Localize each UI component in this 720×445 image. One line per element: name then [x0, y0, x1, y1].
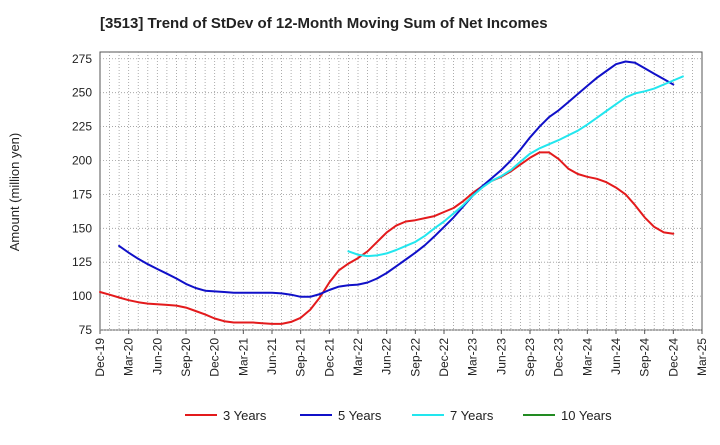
- y-tick-label: 100: [72, 289, 92, 303]
- x-tick-label: Dec-21: [322, 338, 336, 377]
- x-tick-label: Dec-24: [666, 338, 680, 377]
- chart-title: [3513] Trend of StDev of 12-Month Moving…: [100, 15, 548, 32]
- x-tick-label: Mar-21: [236, 338, 250, 376]
- y-tick-label: 225: [72, 120, 92, 134]
- x-tick-label: Jun-23: [494, 338, 508, 375]
- x-tick-label: Sep-22: [408, 338, 422, 377]
- legend-label-3-years: 3 Years: [223, 408, 267, 423]
- axis-layer: 75 100 125 150 175 200 225 250 275 Dec-19 Mar-20 Ju…: [72, 52, 709, 377]
- x-tick-label: Dec-22: [437, 338, 451, 377]
- x-tick-label: Jun-24: [609, 338, 623, 375]
- x-tick-label: Jun-21: [265, 338, 279, 375]
- y-axis-label: Amount (million yen): [7, 133, 22, 252]
- y-tick-label: 150: [72, 221, 92, 235]
- x-tick-label: Jun-20: [150, 338, 164, 375]
- legend: 3 Years 5 Years 7 Years 10 Years: [185, 408, 612, 423]
- x-tick-label: Dec-19: [93, 338, 107, 377]
- series-line-5-years: [118, 60, 675, 298]
- legend-label-7-years: 7 Years: [450, 408, 494, 423]
- legend-label-10-years: 10 Years: [561, 408, 612, 423]
- series-line-3-years: [99, 151, 675, 325]
- legend-label-5-years: 5 Years: [338, 408, 382, 423]
- x-tick-label: Mar-22: [351, 338, 365, 376]
- plot-area: [99, 51, 703, 331]
- x-tick-label: Mar-24: [580, 338, 594, 376]
- x-tick-label: Jun-22: [380, 338, 394, 375]
- x-tick-label: Sep-20: [179, 338, 193, 377]
- x-tick-label: Sep-24: [638, 338, 652, 377]
- y-tick-label: 200: [72, 153, 92, 167]
- y-tick-label: 175: [72, 187, 92, 201]
- x-tick-label: Dec-23: [552, 338, 566, 377]
- x-tick-label: Sep-23: [523, 338, 537, 377]
- x-tick-label: Sep-21: [294, 338, 308, 377]
- y-tick-label: 275: [72, 52, 92, 66]
- x-tick-label: Dec-20: [208, 338, 222, 377]
- y-tick-label: 250: [72, 86, 92, 100]
- y-tick-label: 125: [72, 255, 92, 269]
- series-line-7-years: [347, 75, 684, 258]
- x-tick-label: Mar-20: [122, 338, 136, 376]
- grid-layer: [99, 51, 703, 331]
- y-tick-label: 75: [79, 323, 93, 337]
- x-tick-label: Mar-23: [466, 338, 480, 376]
- x-tick-label: Mar-25: [695, 338, 709, 376]
- series-layer: [99, 60, 684, 325]
